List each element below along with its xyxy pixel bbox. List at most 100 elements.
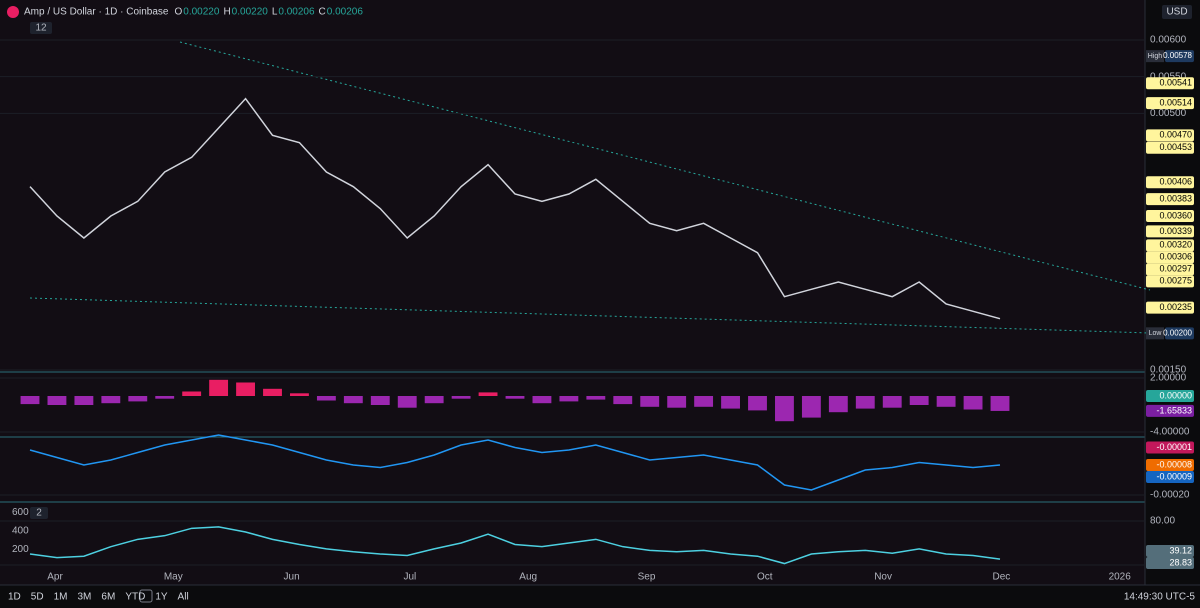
histogram-bar: [182, 391, 202, 396]
volume-tick-label: 400: [12, 525, 29, 536]
histogram-bar: [101, 396, 121, 404]
price-line: [29, 526, 1001, 565]
price-line: [29, 97, 1001, 320]
price-tag-label: 0.00453: [1159, 142, 1192, 152]
price-tag: [1146, 251, 1194, 264]
histogram-bar: [316, 396, 336, 401]
price-tag-label: 0.00235: [1159, 302, 1192, 312]
price-tag: [1146, 239, 1194, 252]
price-tag-label: 39.12: [1169, 545, 1192, 555]
timeframe-button[interactable]: 1M: [54, 592, 68, 603]
x-tick-label: Apr: [47, 572, 63, 583]
price-tag: [1146, 544, 1194, 557]
symbol-logo: [7, 6, 19, 18]
histogram-bar: [909, 396, 929, 405]
ohlc-value: 0.00206: [327, 7, 364, 18]
price-tag-label: 0.00470: [1159, 130, 1192, 140]
histogram-bar: [236, 382, 255, 396]
price-tag: [1146, 275, 1194, 288]
price-tag-label: 0.00320: [1159, 240, 1192, 250]
price-tag-label: -0.00001: [1156, 442, 1192, 452]
y-tick-label: -4.00000: [1150, 427, 1190, 438]
timeframe-button[interactable]: 5D: [31, 592, 44, 603]
y-tick-label: 80.00: [1150, 516, 1175, 527]
ohlc-value: 0.00220: [183, 7, 220, 18]
histogram-bar: [828, 396, 848, 413]
histogram-bar: [20, 396, 40, 405]
clock: 14:49:30 UTC-5: [1124, 592, 1196, 603]
price-tag-prefix: Low: [1149, 330, 1163, 337]
x-tick-label: Aug: [519, 572, 537, 583]
histogram-bar: [748, 396, 767, 411]
timeframe-button[interactable]: YTD: [125, 592, 145, 603]
histogram-bar: [855, 396, 875, 409]
price-tag-label: 0.00297: [1159, 264, 1192, 274]
price-tag-label: -1.65833: [1156, 405, 1192, 415]
price-tag: [1146, 459, 1194, 471]
price-tag: [1146, 301, 1194, 314]
price-tag: [1146, 176, 1194, 189]
badge-box: [30, 22, 52, 34]
timeframe-button[interactable]: 3M: [78, 592, 92, 603]
indicator-count[interactable]: 12: [35, 23, 47, 34]
histogram-bar: [613, 396, 633, 405]
histogram-bar: [640, 396, 660, 407]
price-tag: [1146, 471, 1194, 483]
price-tag-label: -0.00008: [1156, 459, 1192, 469]
price-tag: [1146, 441, 1194, 454]
x-tick-label: Jun: [284, 572, 300, 583]
trendline: [29, 297, 1151, 334]
histogram-bar: [478, 392, 498, 396]
histogram-bar: [586, 396, 606, 400]
ohlc-key: L: [272, 7, 278, 18]
histogram-bar: [936, 396, 956, 407]
price-line: [29, 434, 1001, 491]
price-tag: [1146, 129, 1194, 142]
price-tag-label: 0.00200: [1163, 328, 1192, 337]
price-tag-label: 0.00000: [1159, 390, 1192, 400]
price-tag-label: 28.83: [1169, 557, 1192, 567]
y-tick-label: -0.00020: [1150, 490, 1190, 501]
histogram-bar: [343, 396, 363, 404]
pane-badge[interactable]: 2: [36, 508, 42, 519]
histogram-bar: [721, 396, 740, 409]
price-tag-label: 0.00578: [1163, 51, 1192, 60]
x-tick-label: Jul: [404, 572, 417, 583]
price-tag-label: 0.00306: [1159, 252, 1192, 262]
price-tag: [1146, 77, 1194, 90]
y-tick-label: 0.00150: [1150, 365, 1187, 376]
histogram-bar: [128, 396, 148, 402]
histogram-bar: [155, 396, 175, 399]
ohlc-value: 0.00206: [278, 7, 315, 18]
timeframe-button[interactable]: 6M: [101, 592, 115, 603]
price-tag-prefix: High: [1148, 53, 1163, 60]
ohlc-key: C: [319, 7, 326, 18]
trendline: [179, 41, 1151, 291]
x-tick-label: Sep: [638, 572, 656, 583]
currency[interactable]: USD: [1166, 7, 1187, 18]
timeframe-button[interactable]: 1Y: [155, 592, 168, 603]
price-tag-label: 0.00541: [1159, 78, 1192, 88]
histogram-bar: [775, 396, 794, 422]
x-tick-label: Nov: [874, 572, 892, 583]
histogram-bar: [801, 396, 821, 418]
badge-box: [30, 507, 48, 519]
price-tag-label: 0.00360: [1159, 210, 1192, 220]
volume-tick-label: 600: [12, 507, 29, 518]
price-tag: [1146, 97, 1194, 110]
x-tick-label: Dec: [993, 572, 1011, 583]
price-tag: [1146, 210, 1194, 222]
price-tag-prefix-box: [1146, 327, 1164, 340]
timeframe-button[interactable]: 1D: [8, 592, 21, 603]
timeframe-button[interactable]: All: [178, 592, 189, 603]
x-tick-label: 2026: [1109, 572, 1132, 583]
date-range-icon[interactable]: [139, 589, 153, 603]
histogram-bar: [74, 396, 94, 405]
y-tick-label: 2.00000: [1150, 373, 1187, 384]
price-tag-label: 0.00339: [1159, 226, 1192, 236]
ohlc-value: 0.00220: [232, 7, 269, 18]
ohlc-key: H: [223, 7, 230, 18]
price-tag-label: 0.00514: [1159, 97, 1192, 107]
symbol[interactable]: Amp / US Dollar · 1D · Coinbase: [24, 7, 169, 18]
